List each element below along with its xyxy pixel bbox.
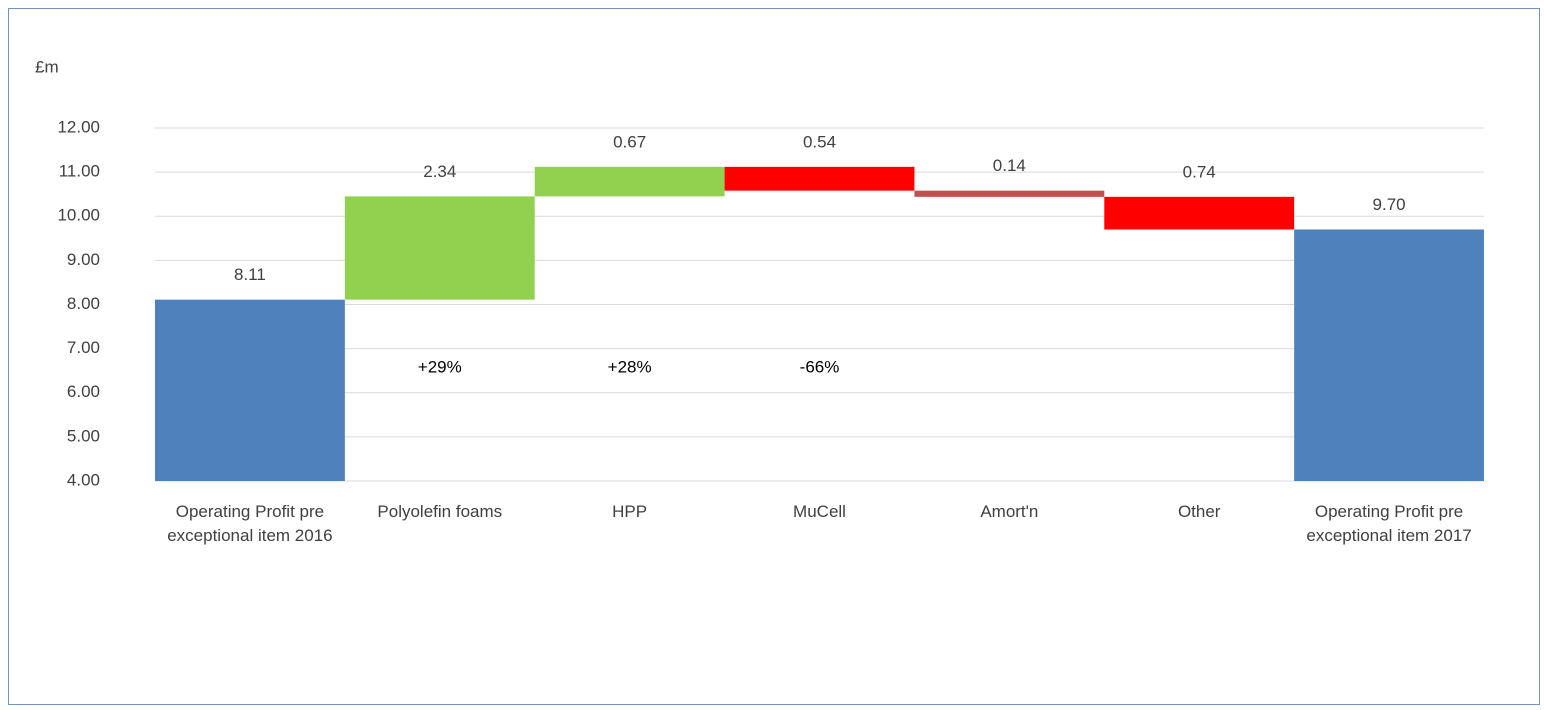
- x-tick-label: Operating Profit pre exceptional item 20…: [167, 502, 333, 545]
- bar: [1294, 229, 1484, 481]
- change-label: +28%: [608, 357, 652, 376]
- value-label: 0.14: [993, 156, 1026, 175]
- y-tick-label: 9.00: [67, 250, 100, 269]
- value-label: 9.70: [1373, 195, 1406, 214]
- value-label: 8.11: [234, 265, 266, 284]
- change-label: +29%: [418, 357, 462, 376]
- value-label: 0.54: [803, 132, 836, 151]
- y-tick-label: 12.00: [57, 117, 100, 136]
- chart-border: [8, 8, 1540, 705]
- bar: [155, 299, 345, 481]
- y-tick-label: 7.00: [67, 338, 100, 357]
- x-tick-label: Other: [1177, 502, 1221, 521]
- y-axis-label: £m: [35, 57, 59, 76]
- y-tick-label: 8.00: [67, 294, 100, 313]
- value-label: 0.67: [613, 132, 646, 151]
- x-tick-label: Amort'n: [980, 502, 1039, 521]
- bar: [1104, 196, 1295, 230]
- bar: [344, 196, 535, 300]
- y-tick-label: 5.00: [67, 426, 100, 445]
- y-tick-label: 11.00: [59, 162, 100, 181]
- x-tick-label: Polyolefin foams: [377, 502, 503, 521]
- x-tick-label: Operating Profit pre exceptional item 20…: [1306, 502, 1472, 545]
- y-tick-label: 10.00: [57, 206, 100, 225]
- bar: [534, 166, 725, 197]
- value-label: 0.74: [1183, 162, 1216, 181]
- value-label: 2.34: [423, 162, 456, 181]
- bar: [724, 166, 915, 191]
- bar: [914, 190, 1105, 197]
- y-tick-label: 4.00: [67, 470, 100, 489]
- x-tick-label: HPP: [612, 502, 648, 521]
- x-tick-label: MuCell: [793, 502, 846, 521]
- y-tick-label: 6.00: [67, 382, 100, 401]
- change-label: -66%: [800, 357, 840, 376]
